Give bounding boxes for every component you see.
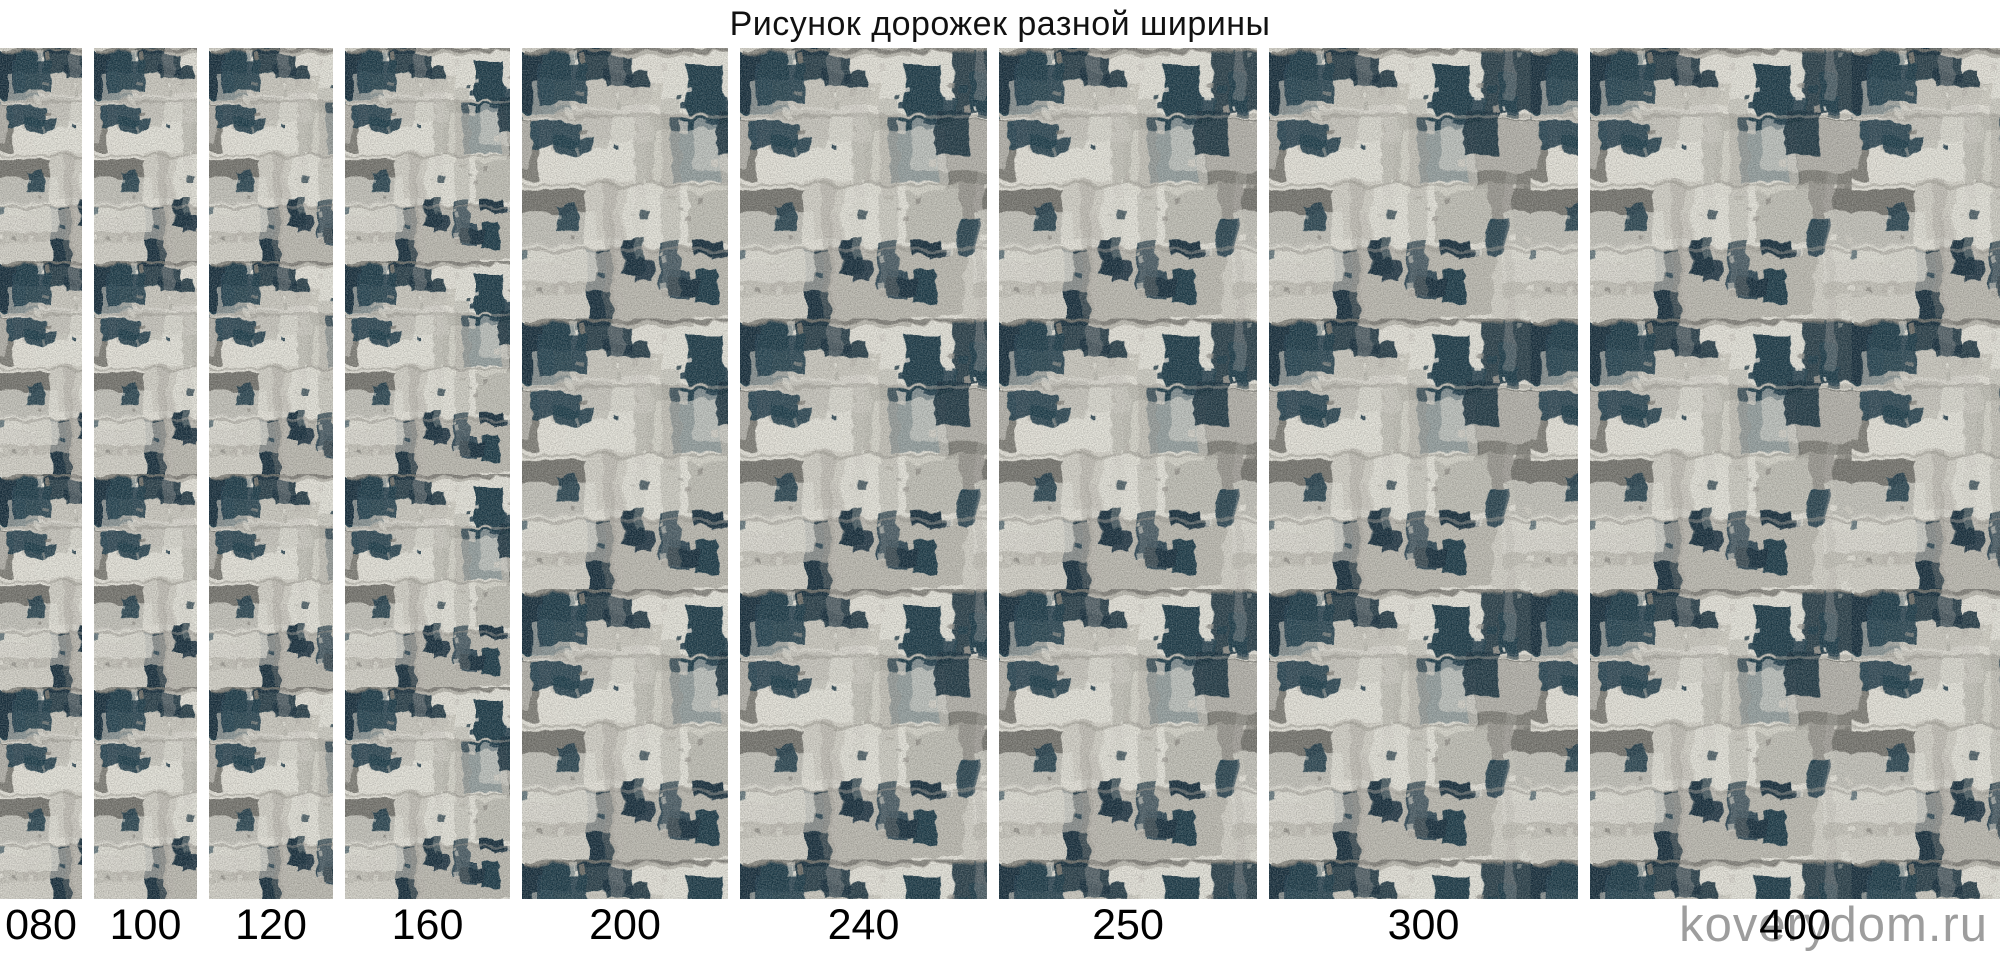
width-label-300: 300 bbox=[1387, 901, 1460, 949]
width-label-240: 240 bbox=[827, 901, 900, 949]
width-label-080: 080 bbox=[5, 901, 77, 949]
carpet-strip-grain bbox=[209, 48, 333, 899]
page-title: Рисунок дорожек разной ширины bbox=[729, 4, 1271, 43]
carpet-strip-grain bbox=[345, 48, 510, 899]
carpet-strip-grain bbox=[522, 48, 728, 899]
carpet-strip-grain bbox=[0, 48, 82, 899]
carpet-strip-grain bbox=[1590, 48, 2000, 899]
watermark: koverydom.ru bbox=[1679, 898, 1988, 952]
width-label-100: 100 bbox=[109, 901, 182, 949]
carpet-strip-grain bbox=[740, 48, 987, 899]
width-label-160: 160 bbox=[391, 901, 464, 949]
carpet-strips-area bbox=[0, 48, 2000, 899]
width-label-200: 200 bbox=[589, 901, 661, 949]
carpet-strip-grain bbox=[999, 48, 1257, 899]
carpet-strips-svg bbox=[0, 48, 2000, 899]
carpet-strip-grain bbox=[94, 48, 197, 899]
width-labels-row: 080 100 120 160 200 240 250 300 400 bbox=[0, 899, 2000, 958]
header: Рисунок дорожек разной ширины bbox=[0, 0, 2000, 48]
width-label-120: 120 bbox=[235, 901, 307, 949]
width-label-400: 400 bbox=[1759, 901, 1831, 949]
carpet-strip-grain bbox=[1269, 48, 1578, 899]
width-label-250: 250 bbox=[1092, 901, 1164, 949]
